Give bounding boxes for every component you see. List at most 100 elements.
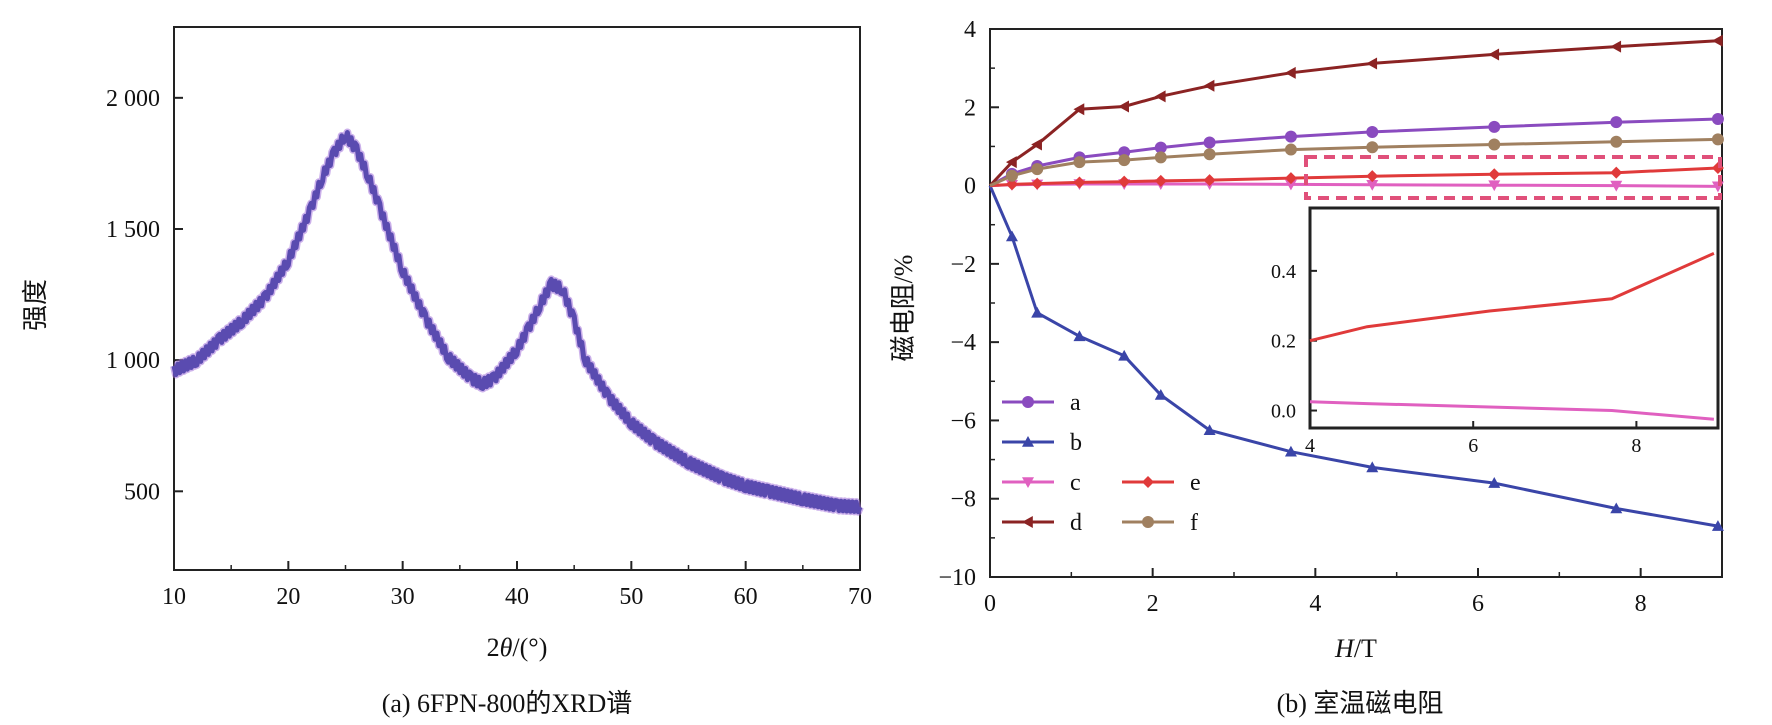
series-e-point xyxy=(1610,166,1623,179)
series-d-point xyxy=(1073,103,1085,116)
panel-a-y-tick-label: 2 000 xyxy=(106,86,160,112)
panel-a-x-axis-label: 2θ/(°) xyxy=(487,633,548,662)
series-c-point xyxy=(1610,180,1623,192)
series-e-point xyxy=(1284,172,1297,185)
legend-marker-d xyxy=(1022,516,1033,528)
series-f-line xyxy=(989,137,1718,187)
inset-data xyxy=(1309,252,1715,421)
panel-b-y-tick-label: −2 xyxy=(950,252,976,278)
series-c-point xyxy=(1488,180,1501,192)
series-c-point xyxy=(1366,179,1379,191)
panel-a-caption: (a) 6FPN-800的XRD谱 xyxy=(382,689,633,718)
series-f-point xyxy=(1073,156,1086,169)
series-e xyxy=(989,161,1724,191)
series-f-point xyxy=(1005,169,1018,182)
series-e-point xyxy=(1154,174,1167,187)
legend-label-c: c xyxy=(1070,470,1081,496)
inset-series-c-line xyxy=(1309,400,1715,421)
series-f-point xyxy=(1610,135,1623,148)
series-b-point xyxy=(1031,306,1044,318)
series-b-line xyxy=(988,185,1719,528)
panel-a-y-axis-label: 强度 xyxy=(21,279,50,331)
panel-b-y-tick-label: −8 xyxy=(950,487,976,513)
series-f-point xyxy=(1284,143,1297,156)
panel-a-y-tick-label: 1 500 xyxy=(106,217,160,243)
series-d-point xyxy=(1366,57,1378,70)
series-b-point xyxy=(1366,461,1379,473)
series-d-point xyxy=(1610,40,1622,53)
panel-a-x-tick-label: 50 xyxy=(619,584,643,610)
series-d-line xyxy=(988,39,1718,187)
series-a-point xyxy=(1488,120,1501,133)
series-d-point xyxy=(1488,48,1500,61)
panel-b-y-tick-label: −6 xyxy=(950,408,976,434)
legend-item-d: d xyxy=(1002,510,1082,536)
series-a-point xyxy=(1284,130,1297,143)
series-b-point xyxy=(1154,388,1167,400)
series-d-point xyxy=(1203,79,1215,92)
inset-y-tick-label: 0.4 xyxy=(1271,261,1296,283)
legend-label-f: f xyxy=(1190,510,1198,536)
panel-a-x-tick-label: 70 xyxy=(848,584,872,610)
panel-b-y-tick-label: 0 xyxy=(964,174,976,200)
panel-b-legend: abc e d f xyxy=(1002,390,1201,536)
series-b-point xyxy=(1488,477,1501,488)
legend-label-d: d xyxy=(1070,510,1082,536)
series-b-point xyxy=(1203,424,1216,436)
series-e-point xyxy=(1005,178,1018,191)
legend-item-b: b xyxy=(1002,430,1082,456)
series-e-point xyxy=(1488,168,1501,181)
panel-a-x-tick-label: 30 xyxy=(391,584,415,610)
legend-item-e: e xyxy=(1122,470,1201,496)
panel-b-x-tick-label: 0 xyxy=(984,591,996,617)
legend-marker-b xyxy=(1022,436,1034,447)
legend-marker-f xyxy=(1142,516,1154,528)
panel-b-y-tick-label: 4 xyxy=(964,17,976,43)
panel-a-data xyxy=(170,128,864,516)
panel-b-zoom-region xyxy=(1304,155,1722,200)
legend-label-b: b xyxy=(1070,430,1082,456)
series-d-point xyxy=(1284,66,1296,79)
legend-item-f: f xyxy=(1122,510,1198,536)
series-f-point xyxy=(1366,141,1379,154)
series-b xyxy=(988,185,1724,531)
series-d-point xyxy=(1154,90,1166,103)
panel-b-ticks: 0 2 4 6 8 −10 −8 −6 −4 −2 0 2 4 xyxy=(938,17,1646,617)
series-d-point xyxy=(1005,156,1017,169)
panel-b-x-tick-label: 6 xyxy=(1472,591,1484,617)
series-b-point xyxy=(1284,445,1297,457)
series-f xyxy=(989,133,1724,187)
panel-b-x-tick-label: 8 xyxy=(1635,591,1647,617)
panel-a-x-tick-label: 40 xyxy=(505,584,529,610)
inset-y-tick-label: 0.2 xyxy=(1271,331,1296,353)
xrd-trace xyxy=(171,130,863,515)
series-a-point xyxy=(1203,136,1216,149)
inset-ticks: 4 6 8 0.0 0.2 0.4 xyxy=(1271,261,1641,457)
series-a-point xyxy=(1711,113,1724,126)
legend-marker-a xyxy=(1022,396,1034,408)
series-e-point xyxy=(1073,176,1086,189)
panel-b-y-tick-label: −4 xyxy=(950,330,976,356)
series-c-point xyxy=(1284,179,1297,191)
series-f-point xyxy=(1154,151,1167,164)
panel-a-x-tick-label: 20 xyxy=(276,584,300,610)
series-b-point xyxy=(1610,502,1623,514)
series-f-point xyxy=(1031,163,1044,176)
panel-a-y-tick-label: 500 xyxy=(124,479,160,505)
panel-b-x-tick-label: 2 xyxy=(1147,591,1159,617)
series-e-point xyxy=(1118,175,1131,188)
series-c-line xyxy=(989,182,1718,188)
series-f-point xyxy=(1203,148,1216,161)
series-e-point xyxy=(1366,170,1379,183)
panel-b-y-axis-label: 磁电阻/% xyxy=(889,255,918,362)
legend-marker-c xyxy=(1022,477,1034,488)
inset-x-tick-label: 4 xyxy=(1305,435,1315,457)
panel-b-inset: 4 6 8 0.0 0.2 0.4 xyxy=(1271,206,1720,457)
panel-b-y-tick-label: 2 xyxy=(964,95,976,121)
panel-a-x-tick-label: 60 xyxy=(734,584,758,610)
legend-label-a: a xyxy=(1070,390,1081,416)
panel-b-data xyxy=(988,34,1724,531)
